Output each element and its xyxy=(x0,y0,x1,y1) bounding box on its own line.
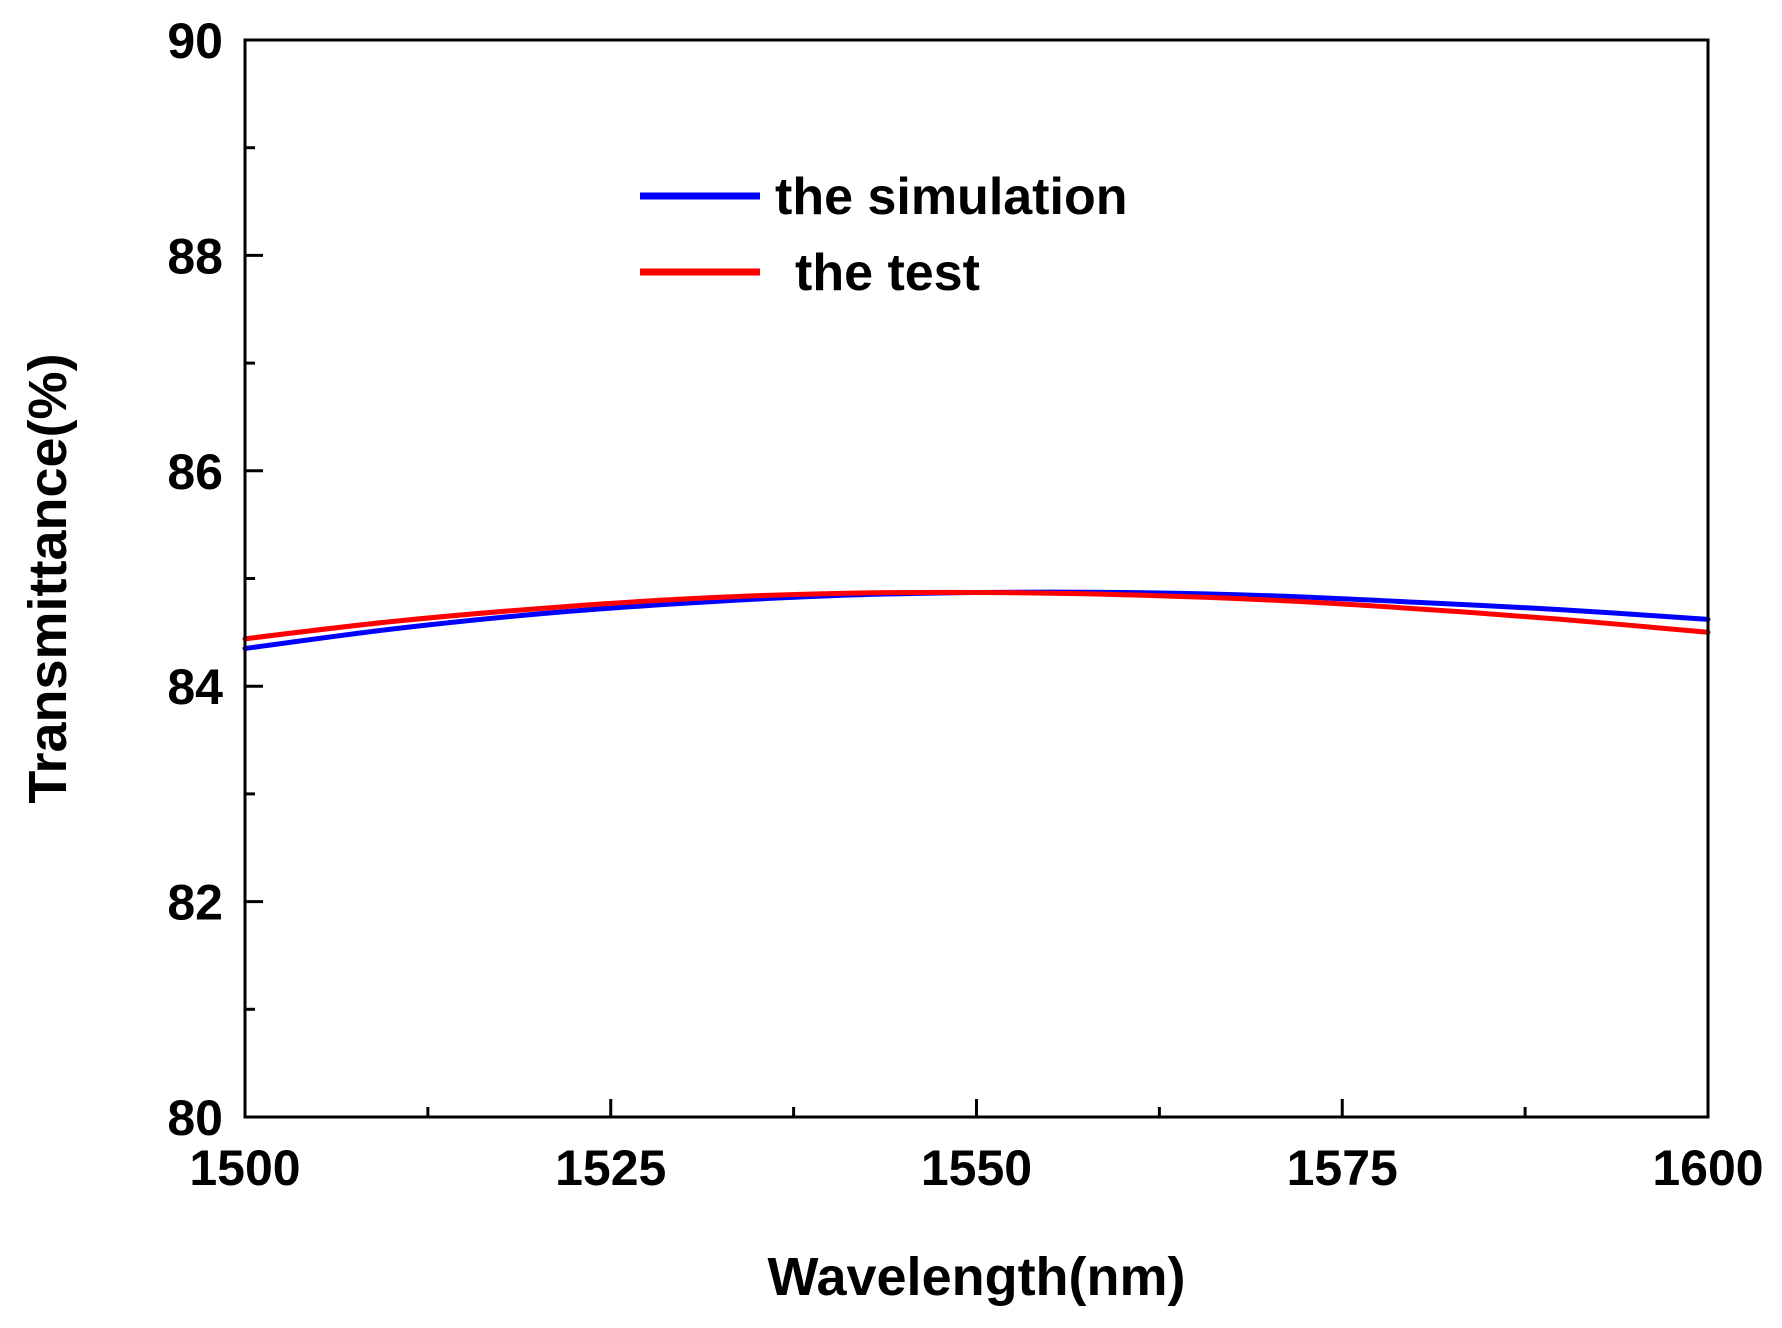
y-tick-label: 80 xyxy=(167,1090,223,1146)
series-line-simulation xyxy=(242,589,1711,651)
y-tick-label: 88 xyxy=(167,228,223,284)
x-tick-label: 1600 xyxy=(1652,1140,1763,1196)
y-tick-label: 90 xyxy=(167,13,223,69)
legend-label-simulation: the simulation xyxy=(775,168,1127,226)
x-tick-label: 1500 xyxy=(189,1140,300,1196)
series-line-test xyxy=(242,589,1711,642)
x-axis-title: Wavelength(nm) xyxy=(768,1247,1186,1307)
series-layer xyxy=(242,589,1711,651)
tick-layer: 80 82 84 86 88 90 1500 1525 1550 1575 1600 xyxy=(167,13,1763,1196)
x-tick-label: 1550 xyxy=(921,1140,1032,1196)
x-tick-label: 1575 xyxy=(1287,1140,1398,1196)
legend: the simulation the test xyxy=(640,168,1127,302)
y-tick-label: 86 xyxy=(167,444,223,500)
x-tick-label: 1525 xyxy=(555,1140,666,1196)
y-tick-label: 82 xyxy=(167,875,223,931)
legend-label-test: the test xyxy=(795,244,980,302)
y-axis-title: Transmittance(%) xyxy=(18,353,78,803)
y-tick-label: 84 xyxy=(167,659,223,715)
